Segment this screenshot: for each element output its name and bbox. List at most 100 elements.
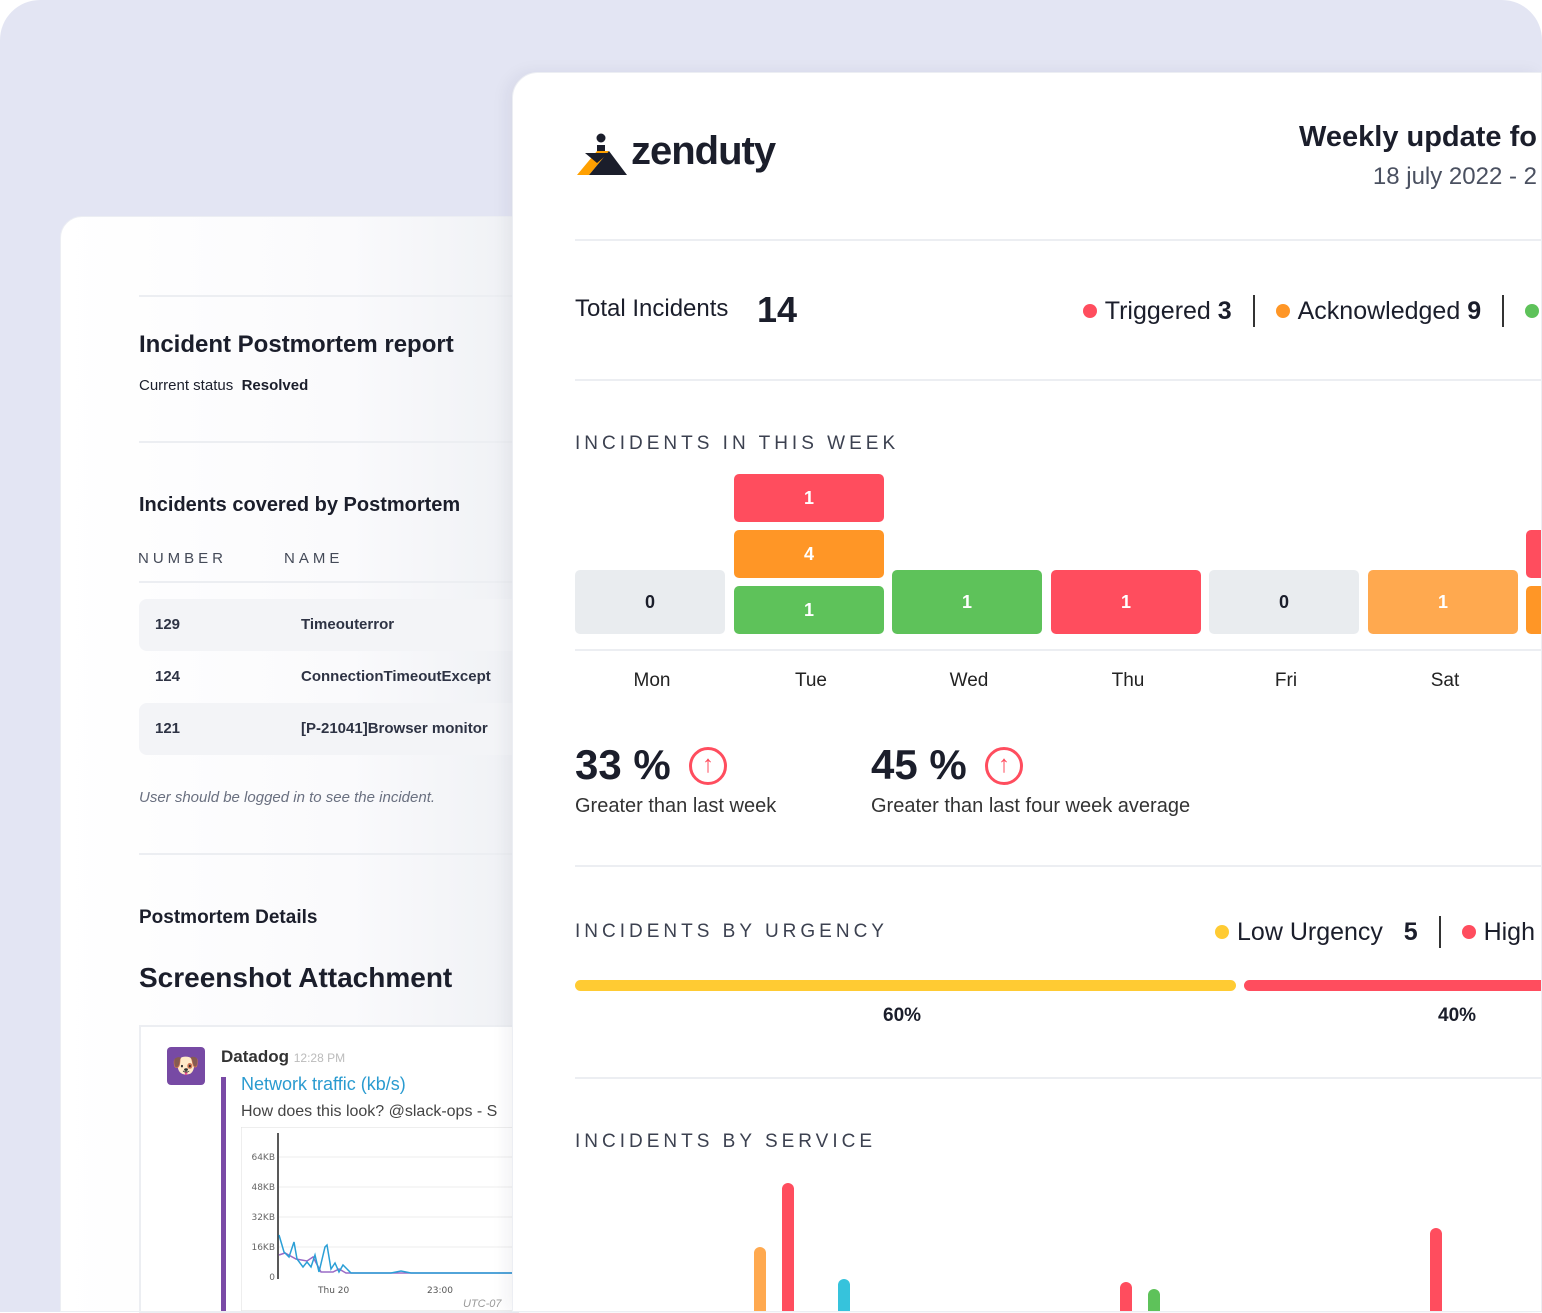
- total-incidents-label: Total Incidents: [575, 295, 729, 322]
- series-line: [278, 1234, 515, 1274]
- arrow-up-icon: ↑: [985, 747, 1023, 785]
- service-bar[interactable]: [754, 1247, 766, 1311]
- date-range: 18 july 2022 - 2: [1372, 163, 1537, 190]
- low-urgency-dot-icon: [1215, 925, 1230, 939]
- table-row[interactable]: 129 Timeouterror: [139, 599, 519, 651]
- incident-name: Timeouterror: [301, 616, 395, 633]
- report-title: Weekly update fo: [1299, 121, 1537, 153]
- divider: [139, 581, 539, 583]
- details-heading: Postmortem Details: [139, 907, 318, 928]
- acknowledged-value: 9: [1467, 297, 1482, 325]
- urgency-legend: Low Urgency 5 High: [1215, 916, 1535, 948]
- separator: [1502, 295, 1505, 327]
- week-bar-segment[interactable]: 0: [1209, 570, 1359, 634]
- incident-number: 121: [155, 720, 181, 737]
- y-tick: 0: [269, 1273, 275, 1283]
- triggered-value: 3: [1217, 297, 1232, 325]
- week-heading: INCIDENTS IN THIS WEEK: [575, 433, 900, 454]
- screenshot-attachment[interactable]: 🐶 Datadog 12:28 PM Network traffic (kb/s…: [139, 1025, 519, 1313]
- day-label: Mon: [633, 670, 671, 691]
- login-note: User should be logged in to see the inci…: [139, 789, 436, 806]
- divider: [575, 1077, 1541, 1079]
- total-incidents-value: 14: [757, 289, 798, 330]
- day-label: Sat: [1430, 670, 1460, 691]
- incident-name: [P-21041]Browser monitor: [301, 720, 488, 737]
- divider: [575, 865, 1541, 867]
- status-value: Resolved: [241, 377, 309, 394]
- incident-number: 129: [155, 616, 181, 633]
- low-urgency-value: 5: [1403, 918, 1418, 946]
- acknowledged-dot-icon: [1275, 304, 1290, 318]
- urgency-heading: INCIDENTS BY URGENCY: [575, 921, 888, 942]
- divider: [139, 853, 539, 855]
- service-heading: INCIDENTS BY SERVICE: [575, 1131, 877, 1152]
- datadog-avatar-icon: 🐶: [167, 1047, 205, 1085]
- y-tick: 16KB: [251, 1243, 275, 1253]
- arrow-up-icon: ↑: [689, 747, 727, 785]
- x-tick: Thu 20: [317, 1286, 349, 1296]
- high-urgency-dot-icon: [1461, 925, 1476, 939]
- stat-average-caption: Greater than last four week average: [871, 795, 1191, 817]
- low-urgency-label: Low Urgency: [1237, 918, 1383, 946]
- day-label: Thu: [1111, 670, 1145, 691]
- day-label: Wed: [949, 670, 989, 691]
- incident-number: 124: [155, 668, 181, 685]
- column-number: NUMBER: [138, 550, 228, 567]
- status-label: Current status: [139, 377, 234, 394]
- stat-week-caption: Greater than last week: [575, 795, 777, 817]
- week-bar-segment[interactable]: 1: [1368, 570, 1518, 634]
- stat-week-value: 33 %: [575, 741, 671, 788]
- week-bar-segment[interactable]: [1526, 530, 1541, 578]
- slack-sender: Datadog: [221, 1047, 289, 1066]
- divider: [575, 649, 1541, 651]
- table-row[interactable]: 121 [P-21041]Browser monitor: [139, 703, 519, 755]
- low-urgency-percent: 60%: [883, 1005, 922, 1026]
- stat-average-value: 45 %: [871, 741, 967, 788]
- acknowledged-label: Acknowledged: [1297, 297, 1461, 325]
- service-bar[interactable]: [782, 1183, 794, 1311]
- day-label: Tue: [794, 670, 828, 691]
- service-bar[interactable]: [838, 1279, 850, 1311]
- network-traffic-chart: 64KB 48KB 32KB 16KB 0 Thu 20 23:00 UTC-07: [241, 1127, 515, 1311]
- resolved-dot-icon: [1525, 304, 1539, 318]
- x-tick: 23:00: [427, 1286, 453, 1296]
- column-name: NAME: [284, 550, 344, 567]
- separator: [1438, 916, 1441, 948]
- week-bar-segment[interactable]: 1: [1051, 570, 1201, 634]
- service-bar[interactable]: [1430, 1227, 1442, 1311]
- y-tick: 48KB: [251, 1183, 275, 1193]
- week-bar-segment[interactable]: 1: [734, 586, 884, 634]
- divider: [575, 379, 1541, 381]
- zenduty-logo-icon: [577, 133, 627, 175]
- day-label: Fri: [1274, 670, 1298, 691]
- incidents-heading: Incidents covered by Postmortem: [139, 494, 461, 516]
- high-urgency-bar: [1244, 980, 1541, 991]
- zenduty-logo: zenduty: [631, 129, 776, 173]
- incident-name: ConnectionTimeoutExcept: [301, 668, 491, 685]
- divider: [575, 239, 1541, 241]
- y-tick: 64KB: [251, 1153, 275, 1163]
- table-row[interactable]: 124 ConnectionTimeoutExcept: [139, 651, 519, 703]
- timezone-label: UTC-07: [463, 1298, 502, 1310]
- service-bar[interactable]: [1148, 1288, 1160, 1311]
- postmortem-title: Incident Postmortem report: [139, 331, 454, 358]
- triggered-dot-icon: [1082, 304, 1097, 318]
- high-urgency-percent: 40%: [1438, 1005, 1477, 1026]
- slack-message: How does this look? @slack-ops - S: [241, 1103, 498, 1120]
- triggered-label: Triggered: [1104, 297, 1211, 325]
- attachment-heading: Screenshot Attachment: [139, 962, 453, 993]
- attachment-bar: [221, 1077, 226, 1311]
- weekly-report-card: zenduty Weekly update fo 18 july 2022 - …: [512, 72, 1542, 1312]
- separator: [1252, 295, 1255, 327]
- week-bar-segment[interactable]: 0: [575, 570, 725, 634]
- y-tick: 32KB: [251, 1213, 275, 1223]
- service-bar[interactable]: [1120, 1282, 1132, 1311]
- week-bar-segment[interactable]: 4: [734, 530, 884, 578]
- week-bar-segment[interactable]: 1: [734, 474, 884, 522]
- week-bar-segment[interactable]: 1: [892, 570, 1042, 634]
- slack-link[interactable]: Network traffic (kb/s): [241, 1074, 406, 1094]
- slack-time: 12:28 PM: [293, 1051, 346, 1065]
- divider: [139, 295, 539, 297]
- week-bar-segment[interactable]: [1526, 586, 1541, 634]
- status-summary: Triggered 3 Acknowledged 9: [1082, 295, 1539, 327]
